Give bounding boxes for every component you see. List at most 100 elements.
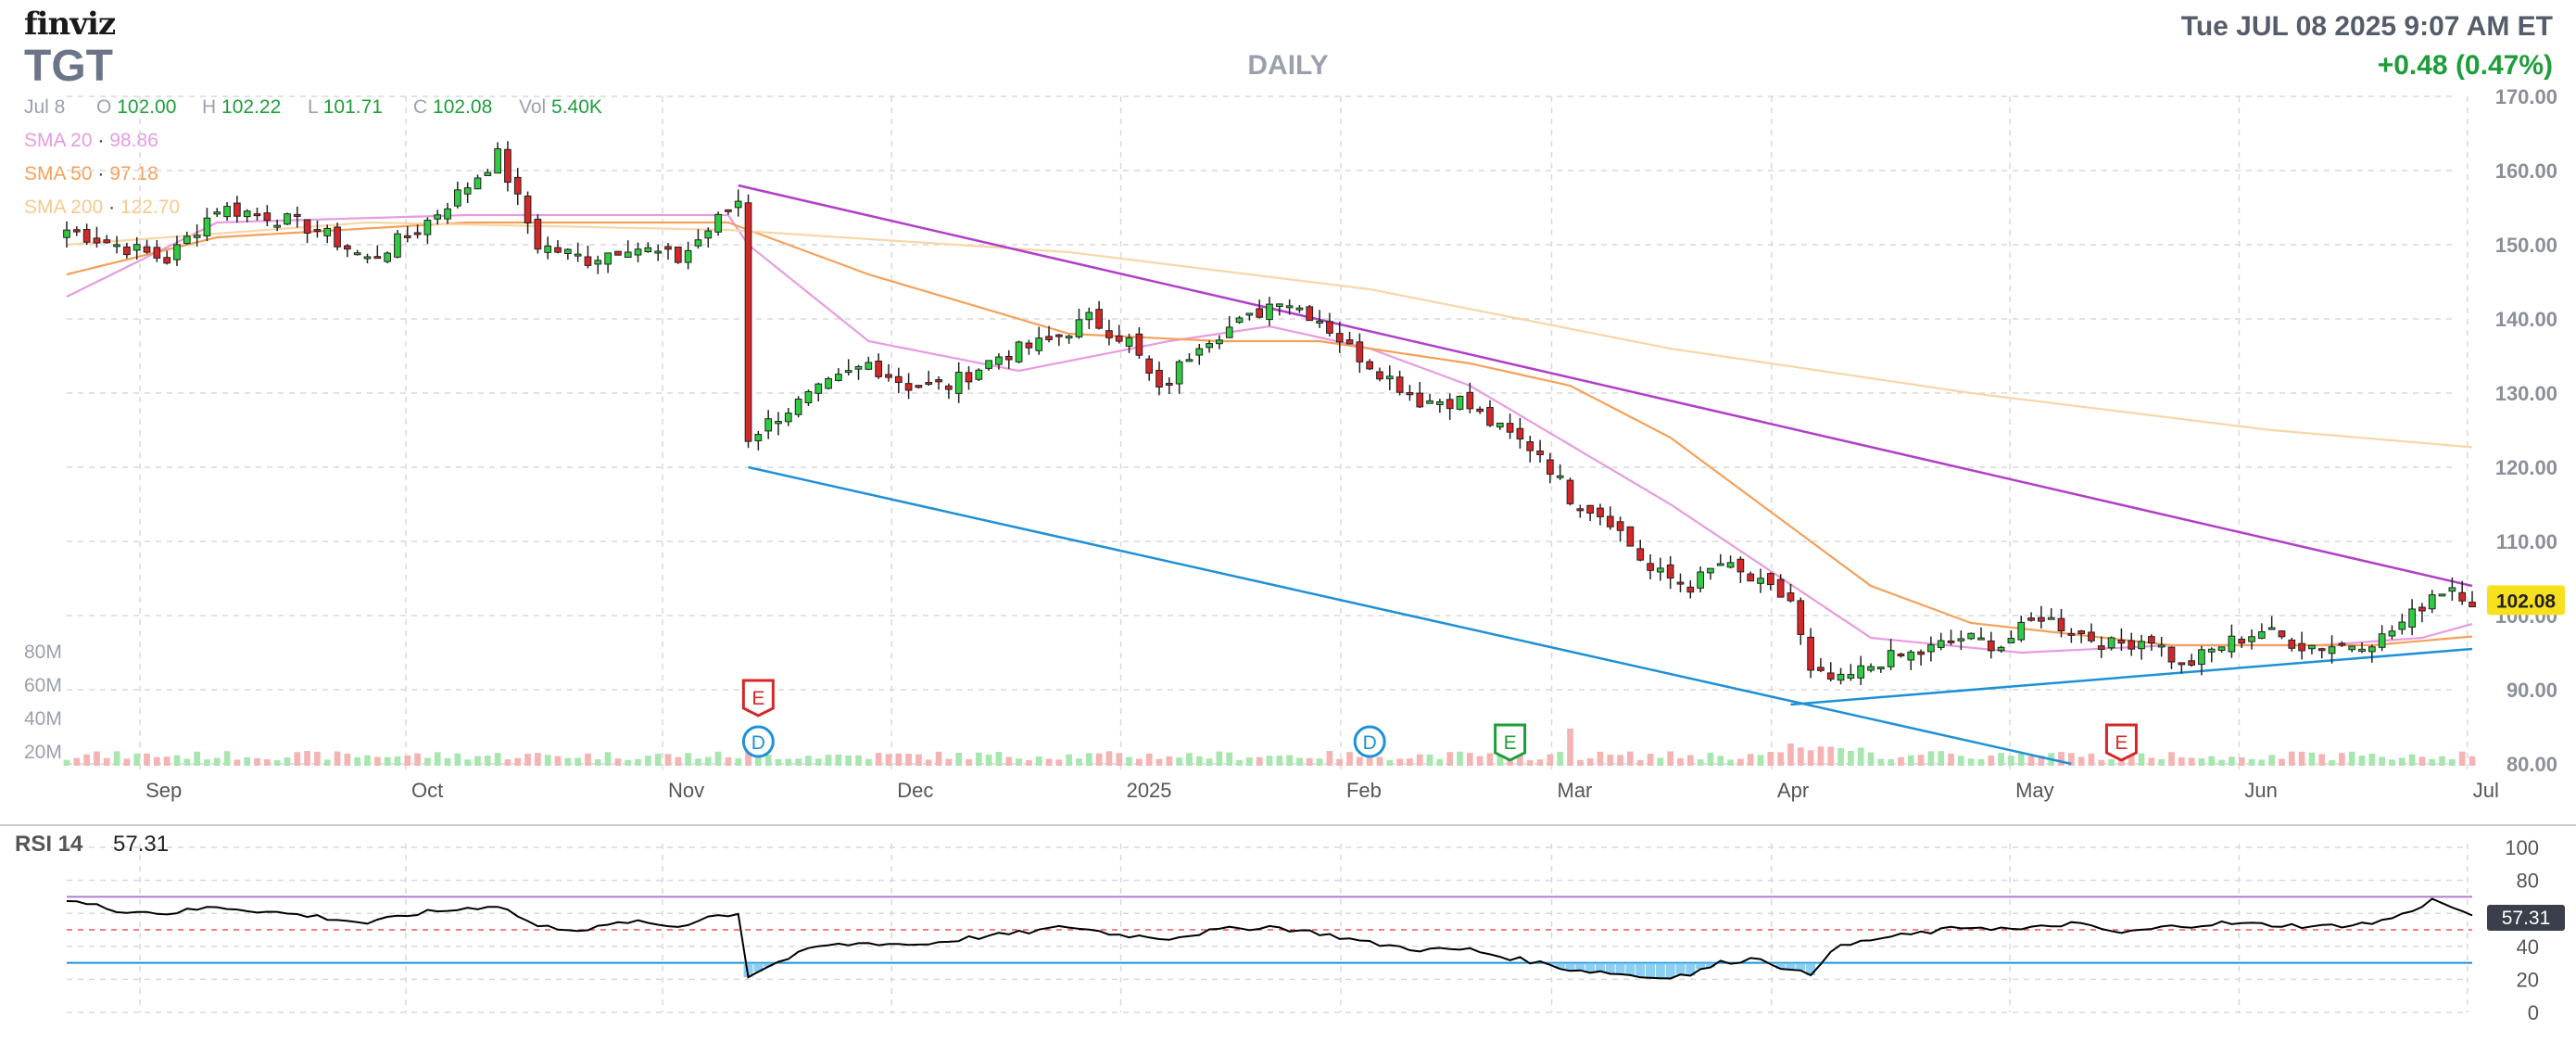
candle-body xyxy=(484,172,492,176)
volume-bar xyxy=(2418,756,2426,766)
candle-body xyxy=(1285,305,1294,309)
month-label: Feb xyxy=(1346,779,1382,802)
volume-bar xyxy=(2128,751,2135,766)
candle-body xyxy=(854,366,863,370)
volume-bar xyxy=(1416,754,1423,766)
volume-bar xyxy=(935,751,942,766)
volume-bar xyxy=(244,756,251,766)
month-label: Jun xyxy=(2244,779,2277,802)
candle-body xyxy=(1426,400,1433,404)
volume-bar xyxy=(2279,758,2285,766)
volume-bar xyxy=(575,757,582,766)
candle-body xyxy=(334,226,341,248)
volume-bar xyxy=(1256,756,1263,766)
volume-bar xyxy=(2077,756,2085,766)
volume-bar xyxy=(1636,759,1644,766)
candle-body xyxy=(2057,617,2065,631)
candle-body xyxy=(2469,602,2476,608)
price-tick-label: 130.00 xyxy=(2495,382,2557,405)
volume-bar xyxy=(1717,756,1724,766)
candle-body xyxy=(2298,642,2305,652)
candle-body xyxy=(1586,504,1594,515)
volume-bar xyxy=(1927,751,1935,766)
volume-bar xyxy=(1737,758,1744,766)
candle-body xyxy=(1496,422,1504,428)
month-label: Oct xyxy=(411,779,443,802)
candle-body xyxy=(2358,648,2366,653)
candle-body xyxy=(1937,640,1945,648)
candle-body xyxy=(1927,644,1935,653)
candle-body xyxy=(2217,646,2226,652)
candle-body xyxy=(1356,341,1364,362)
candle-body xyxy=(1876,666,1885,670)
candle-body xyxy=(2348,645,2356,651)
volume-bar xyxy=(1356,756,1363,766)
candle-body xyxy=(413,232,422,235)
sma200-line xyxy=(66,221,2473,449)
candle-body xyxy=(674,246,682,263)
volume-bar xyxy=(1426,754,1433,766)
candle-body xyxy=(203,217,211,236)
volume-bar xyxy=(524,754,531,766)
volume-bar xyxy=(223,751,231,766)
candle-body xyxy=(1416,392,1424,408)
candle-body xyxy=(1516,427,1524,440)
candle-body xyxy=(2458,591,2467,602)
volume-bar xyxy=(2067,753,2075,766)
volume-bar xyxy=(1948,753,1954,766)
volume-bar xyxy=(1867,752,1875,766)
volume-bar xyxy=(2248,758,2255,766)
candle-body xyxy=(1686,586,1695,593)
volume-bar xyxy=(1898,756,1904,766)
volume-bar xyxy=(1155,758,1163,766)
volume-tick-label: 60M xyxy=(24,675,62,696)
volume-bar xyxy=(975,752,982,766)
candle-body xyxy=(1556,475,1564,478)
candle-body xyxy=(133,244,141,251)
candle-body xyxy=(1266,303,1273,321)
candle-body xyxy=(1185,359,1193,362)
volume-bar xyxy=(153,756,160,766)
trendlines xyxy=(738,184,2473,766)
candle-body xyxy=(1947,640,1955,643)
volume-bar xyxy=(454,753,461,766)
volume-bar xyxy=(675,756,682,766)
candle-body xyxy=(734,200,742,209)
candle-body xyxy=(1747,573,1755,582)
rsi-value-tag-label: 57.31 xyxy=(2502,908,2551,929)
finviz-logo[interactable]: finviz xyxy=(24,6,116,43)
volume-bar xyxy=(1306,757,1313,766)
candle-body xyxy=(2398,621,2406,630)
candle-body xyxy=(544,245,552,253)
candle-body xyxy=(945,385,953,390)
volume-bar xyxy=(1336,758,1344,766)
candle-body xyxy=(1436,401,1444,405)
candle-body xyxy=(744,202,752,442)
volume-bar xyxy=(685,753,691,766)
candle-body xyxy=(754,434,763,441)
volume-bar xyxy=(1787,743,1794,766)
volume-bar xyxy=(1376,756,1383,766)
ticker-symbol: TGT xyxy=(24,42,113,91)
candle-body xyxy=(1105,330,1113,338)
candle-body xyxy=(965,372,973,383)
rsi-tick-label: 100 xyxy=(2505,836,2539,859)
volume-bars xyxy=(63,729,2476,766)
volume-bar xyxy=(735,757,742,766)
rsi-current-value: 57.31 xyxy=(113,832,169,857)
volume-bar xyxy=(865,758,872,766)
candle-body xyxy=(263,212,271,222)
candle-body xyxy=(153,247,161,259)
candle-body xyxy=(403,235,411,238)
candle-body xyxy=(193,235,201,238)
candle-body xyxy=(935,379,942,383)
candle-body xyxy=(2288,639,2296,649)
chart-grid xyxy=(67,95,2469,1012)
candle-body xyxy=(1486,407,1494,426)
candle-body xyxy=(2167,646,2176,663)
candle-body xyxy=(1787,592,1795,602)
volume-bar xyxy=(2238,757,2245,766)
volume-bar xyxy=(1116,753,1123,766)
